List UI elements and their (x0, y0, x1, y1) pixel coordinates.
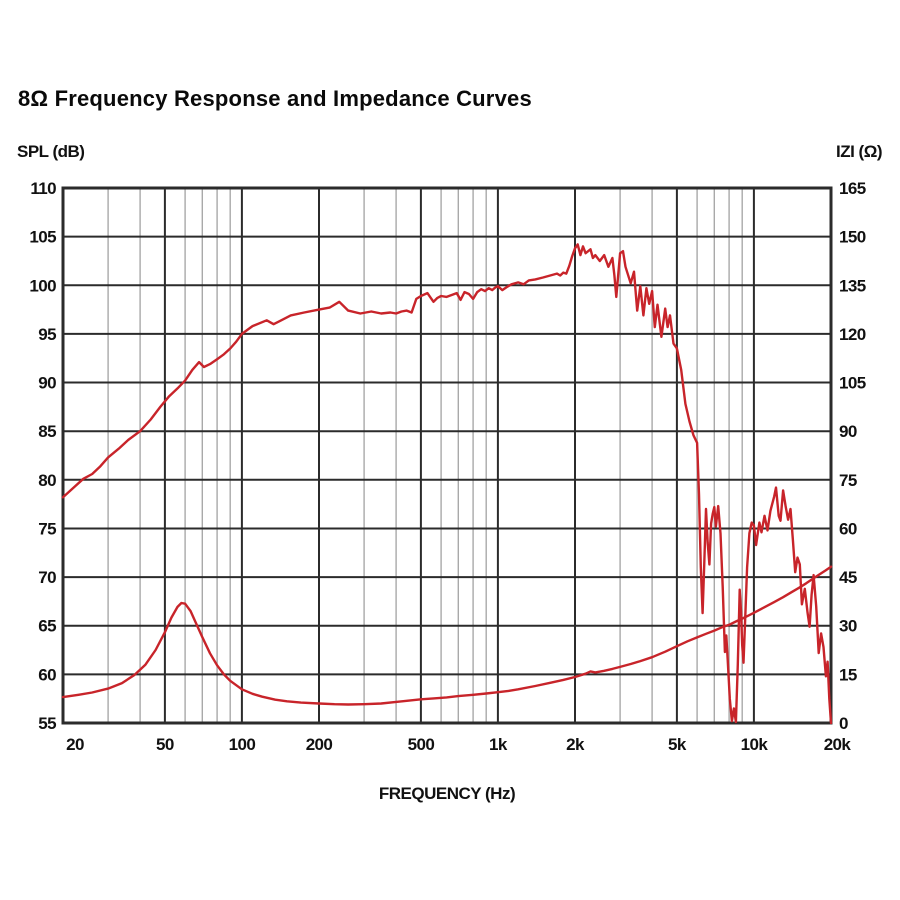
x-tick-label: 20 (66, 735, 84, 754)
y-right-tick-label: 150 (839, 228, 866, 247)
y-left-tick-label: 110 (30, 179, 56, 198)
y-axis-right-label: IZI (Ω) (835, 142, 883, 161)
y-right-tick-label: 135 (839, 276, 866, 295)
x-tick-label: 10k (741, 735, 769, 754)
x-tick-label: 20k (824, 735, 852, 754)
x-tick-label: 5k (668, 735, 687, 754)
y-left-tick-label: 80 (38, 471, 56, 490)
y-left-tick-label: 100 (29, 276, 56, 295)
y-left-tick-label: 70 (38, 568, 56, 587)
y-left-tick-label: 85 (38, 422, 56, 441)
x-tick-label: 2k (566, 735, 585, 754)
x-tick-label: 200 (306, 735, 333, 754)
y-right-tick-label: 45 (839, 568, 857, 587)
plot-border (61, 186, 833, 725)
y-left-tick-label: 60 (38, 665, 56, 684)
y-left-tick-label: 95 (38, 325, 56, 344)
y-left-tick-label: 75 (38, 520, 56, 539)
x-axis-label: FREQUENCY (Hz) (378, 784, 516, 803)
y-right-tick-label: 30 (839, 617, 857, 636)
y-right-tick-label: 15 (839, 665, 857, 684)
y-right-tick-label: 90 (839, 422, 857, 441)
x-tick-label: 1k (489, 735, 508, 754)
y-right-tick-label: 60 (839, 520, 857, 539)
x-tick-label: 100 (229, 735, 256, 754)
spl-curve (61, 243, 833, 725)
y-left-tick-label: 55 (38, 714, 56, 733)
y-left-tick-label: 90 (38, 374, 56, 393)
x-tick-label: 500 (408, 735, 435, 754)
chart-title: 8Ω Frequency Response and Impedance Curv… (18, 86, 532, 111)
y-right-tick-label: 0 (839, 714, 848, 733)
y-right-tick-label: 75 (839, 471, 857, 490)
y-right-tick-label: 105 (839, 374, 866, 393)
impedance-curve (61, 565, 833, 706)
y-left-tick-label: 105 (29, 228, 56, 247)
y-right-tick-label: 120 (839, 325, 866, 344)
x-tick-label: 50 (156, 735, 174, 754)
y-axis-left-label: SPL (dB) (17, 142, 85, 161)
y-right-tick-label: 165 (839, 179, 866, 198)
y-left-tick-label: 65 (38, 617, 56, 636)
